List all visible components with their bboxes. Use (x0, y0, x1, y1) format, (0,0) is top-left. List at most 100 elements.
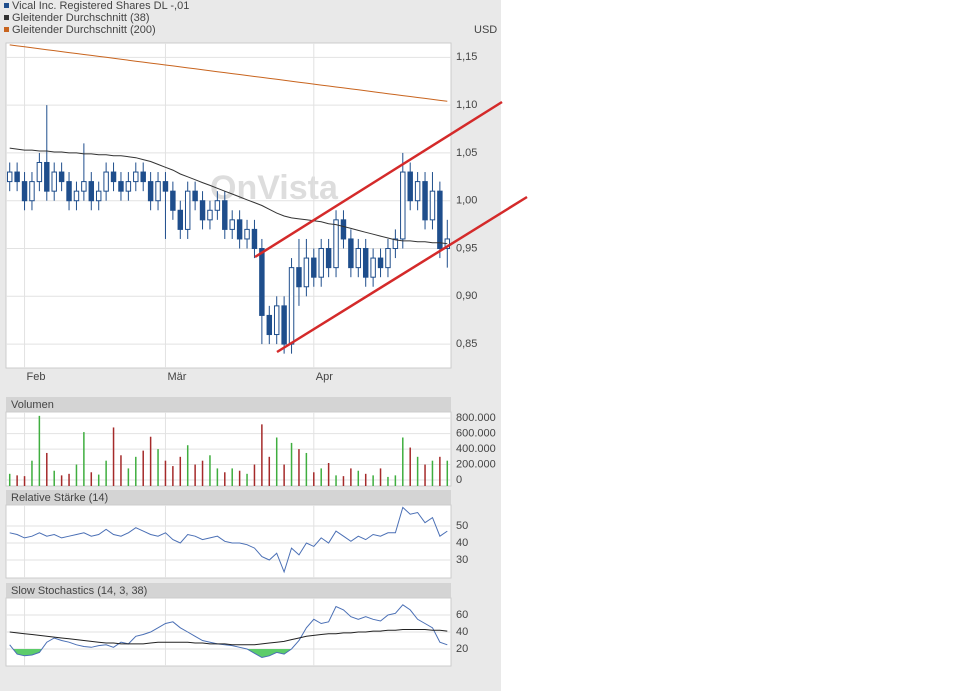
y-tick-label: 40 (456, 626, 468, 638)
y-tick-label: 400.000 (456, 443, 496, 455)
x-tick-label: Feb (27, 371, 46, 383)
volume-bar (120, 455, 122, 486)
candle-body (103, 171, 109, 192)
candle-body (236, 219, 243, 240)
volume-bar (194, 464, 196, 486)
candle-body (422, 181, 428, 221)
volume-bar (298, 449, 300, 486)
candle-body (73, 190, 80, 202)
candle-body (51, 171, 57, 192)
y-tick-label: 60 (456, 609, 468, 621)
panel-title: Slow Stochastics (14, 3, 38) (11, 585, 147, 597)
candle-body (66, 181, 72, 202)
volume-bar (16, 475, 18, 486)
volume-bar (416, 456, 419, 486)
candle-body (296, 267, 302, 288)
candle-body (259, 248, 265, 316)
candle-body (21, 181, 28, 202)
volume-bar (446, 460, 449, 486)
volume-bar (431, 460, 434, 486)
volume-bar (231, 468, 233, 486)
volume-bar (46, 452, 48, 486)
panel-header (6, 397, 451, 412)
line (9, 147, 448, 245)
volume-bar (342, 476, 345, 486)
y-tick-label: 0,95 (456, 242, 477, 254)
volume-bar (402, 437, 404, 486)
candle-body (303, 257, 310, 288)
candle-body (36, 161, 43, 183)
volume-bar (201, 460, 204, 486)
volume-bar (238, 470, 241, 486)
volume-bar (364, 473, 367, 486)
volume-bar (8, 473, 11, 486)
volume-bar (379, 468, 382, 486)
volume-bar (216, 468, 219, 486)
volume-bar (283, 464, 285, 486)
volume-bar (90, 472, 93, 486)
volume-bar (157, 449, 159, 486)
legend-label: Vical Inc. Registered Shares DL -,01 (12, 0, 189, 12)
candle-body (192, 190, 198, 202)
y-tick-label: 1,15 (456, 51, 477, 63)
candle-body (348, 238, 354, 269)
volume-bar (179, 456, 182, 486)
volume-bar (60, 475, 63, 486)
y-tick-label: 0 (456, 474, 462, 486)
candle-body (355, 248, 362, 269)
candle-body (118, 181, 124, 192)
candle-body (214, 200, 221, 211)
candle-body (229, 219, 235, 230)
y-tick-label: 30 (456, 554, 468, 566)
volume-bar (335, 475, 337, 486)
volume-bar (261, 424, 263, 486)
volume-bar (83, 432, 85, 486)
candle-body (377, 257, 384, 269)
candle-body (429, 190, 436, 221)
volume-bar (246, 473, 248, 486)
y-tick-label: 1,05 (456, 147, 477, 159)
legend-swatch (4, 15, 9, 20)
volume-bar (31, 460, 33, 486)
candle-body (325, 248, 332, 269)
trend-line (276, 195, 528, 354)
candle-body (266, 314, 273, 336)
volume-bar (424, 464, 426, 486)
candle-body (244, 228, 250, 240)
volume-bar (387, 476, 389, 486)
volume-bar (224, 472, 226, 486)
candle-body (44, 161, 50, 192)
candle-body (133, 171, 139, 183)
volume-bar (253, 464, 256, 486)
panel-title: Relative Stärke (14) (11, 492, 108, 504)
line (9, 604, 448, 659)
volume-bar (320, 468, 322, 486)
volume-bar (38, 415, 41, 486)
candle-body (207, 209, 213, 221)
legend-label: Gleitender Durchschnitt (200) (12, 24, 156, 36)
candle-body (88, 181, 95, 202)
y-tick-label: 800.000 (456, 412, 496, 424)
volume-bar (268, 456, 271, 486)
volume-bar (68, 473, 70, 486)
line (9, 506, 448, 574)
volume-bar (394, 475, 397, 486)
candle-body (140, 171, 146, 183)
legend-label: Gleitender Durchschnitt (38) (12, 12, 150, 24)
candle-body (58, 171, 65, 183)
volume-bar (275, 437, 278, 486)
candle-body (6, 171, 13, 183)
volume-bar (327, 463, 330, 486)
y-axis-unit: USD (474, 24, 497, 36)
rsi-panel (5, 504, 452, 579)
watermark: OnVista (210, 169, 339, 207)
y-tick-label: 1,00 (456, 195, 477, 207)
marks: Vical Inc. Registered Shares DL -,01Glei… (4, 0, 496, 666)
candle-body (81, 181, 87, 192)
candle-body (110, 171, 117, 183)
candle-body (311, 257, 317, 278)
candle-body (437, 190, 443, 250)
y-tick-label: 0,85 (456, 338, 477, 350)
candle-body (407, 171, 413, 202)
candle-body (29, 181, 35, 202)
